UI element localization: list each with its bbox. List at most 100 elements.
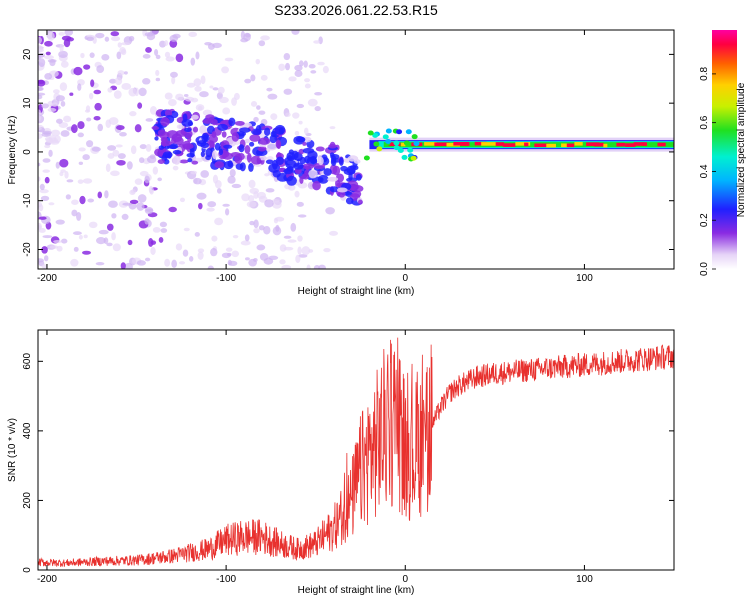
spectrogram-weak-blob [77,83,82,91]
spectrogram-weak-blob [145,47,152,53]
spectrogram-weak-blob [114,77,123,86]
spectrogram-band-blob [184,127,192,133]
tone-peak [534,143,550,148]
spectrogram-weak-blob [285,112,291,117]
spectrogram-weak-blob [109,78,117,84]
spectrogram-weak-blob [138,87,147,97]
spectrogram-band-blob [329,186,339,193]
spectrogram-band-blob [182,113,188,123]
spectrogram-weak-blob [164,51,171,58]
tone-peak [401,142,406,147]
spectrogram-weak-blob [55,219,65,225]
spectrogram-weak-blob [38,55,41,60]
spectrogram-weak-blob [39,189,49,194]
spectrogram-weak-blob [51,102,58,107]
spectrogram-weak-blob [145,143,152,152]
spectrogram-weak-blob [105,163,111,172]
spectrogram-weak-blob [179,261,186,265]
spectrogram-weak-blob [246,201,257,208]
spectrogram-weak-blob [130,145,137,155]
spectrogram-band-blob [239,162,246,172]
spectrogram-weak-blob [104,190,109,199]
spectrogram-band-blob [265,159,274,165]
spectrogram-weak-blob [221,66,230,74]
spectrogram-weak-blob [123,71,128,75]
spectrogram-weak-blob [42,158,51,163]
spectrogram-band-blob [357,199,363,205]
spectrogram-weak-blob [303,127,309,135]
spectrogram-band-blob [329,152,335,157]
spectrogram-weak-blob [329,126,336,130]
spectrogram-weak-blob [120,49,127,56]
spectrogram-weak-blob [121,213,129,221]
spectrogram-weak-blob [169,34,179,42]
spectrogram-band-blob [319,177,324,183]
spectrogram-weak-blob [58,122,69,128]
snr-frame [37,329,675,571]
spectrogram-weak-blob [296,201,304,207]
spectrogram-weak-blob [253,219,259,229]
spectrogram-weak-blob [38,36,43,44]
spectrogram-weak-blob [313,40,321,44]
spectrogram-band-blob [238,144,245,153]
spectrogram-weak-blob [207,201,217,208]
spectrogram-weak-blob [283,52,291,61]
spectrogram-band-blob [246,152,252,163]
spectrogram-weak-blob [283,88,293,95]
tone-onset-blob [367,130,374,136]
spectrogram-x-tick-label: 0 [402,273,408,284]
spectrogram-energy [38,30,674,269]
colorbar-ticks: 0.0 0.2 0.4 0.6 0.8 [699,67,716,276]
spectrogram-weak-blob [225,247,233,252]
spectrogram-weak-blob [50,129,61,137]
tone-peak [524,142,529,147]
spectrogram-weak-blob [329,230,338,236]
spectrogram-band-blob [249,141,255,147]
spectrogram-band-blob [251,128,262,136]
spectrogram-band-blob [312,180,321,191]
spectrogram-weak-blob [89,52,95,58]
spectrogram-weak-blob [60,100,66,107]
spectrogram-band-blob [201,132,210,143]
spectrogram-band-blob [272,169,281,178]
spectrogram-y-tick-label: 20 [22,48,33,60]
spectrogram-weak-blob [91,146,101,152]
spectrogram-weak-blob [105,119,112,128]
spectrogram-band-blob [302,141,307,146]
spectrogram-weak-blob [155,54,161,60]
tone-peak [616,142,625,147]
spectrogram-weak-blob [179,159,189,164]
spectrogram-weak-blob [155,77,161,82]
spectrogram-band-blob [228,117,236,127]
spectrogram-weak-blob [212,174,219,184]
spectrogram-weak-blob [159,221,168,228]
spectrogram-weak-blob [44,73,53,80]
spectrogram-weak-blob [70,258,79,267]
spectrogram-weak-blob [60,238,68,244]
spectrogram-weak-blob [144,218,150,225]
spectrogram-weak-blob [116,125,125,131]
spectrogram-weak-blob [149,187,154,195]
spectrogram-weak-blob [71,124,78,134]
tone-onset-blob [393,140,400,146]
spectrogram-band-blob [302,147,315,154]
snr-y-tick-label: 0 [22,567,33,573]
spectrogram-band-blob [315,146,325,152]
spectrogram-weak-blob [38,204,44,212]
spectrogram-weak-blob [93,116,101,121]
spectrogram-weak-blob [43,255,49,262]
spectrogram-weak-blob [60,130,70,137]
spectrogram-band-blob [340,165,348,172]
spectrogram-weak-blob [297,246,302,255]
spectrogram-weak-blob [64,30,74,36]
tone-peak [625,143,636,147]
spectrogram-weak-blob [96,237,106,245]
snr-ticks: -200 -100 0 100 0 200 400 600 [22,330,674,585]
spectrogram-weak-blob [129,199,139,204]
spectrogram-weak-blob [111,232,116,241]
tone-peak [459,142,470,146]
spectrogram-weak-blob [108,117,119,125]
spectrogram-weak-blob [171,76,176,85]
spectrogram-band-blob [293,162,304,170]
